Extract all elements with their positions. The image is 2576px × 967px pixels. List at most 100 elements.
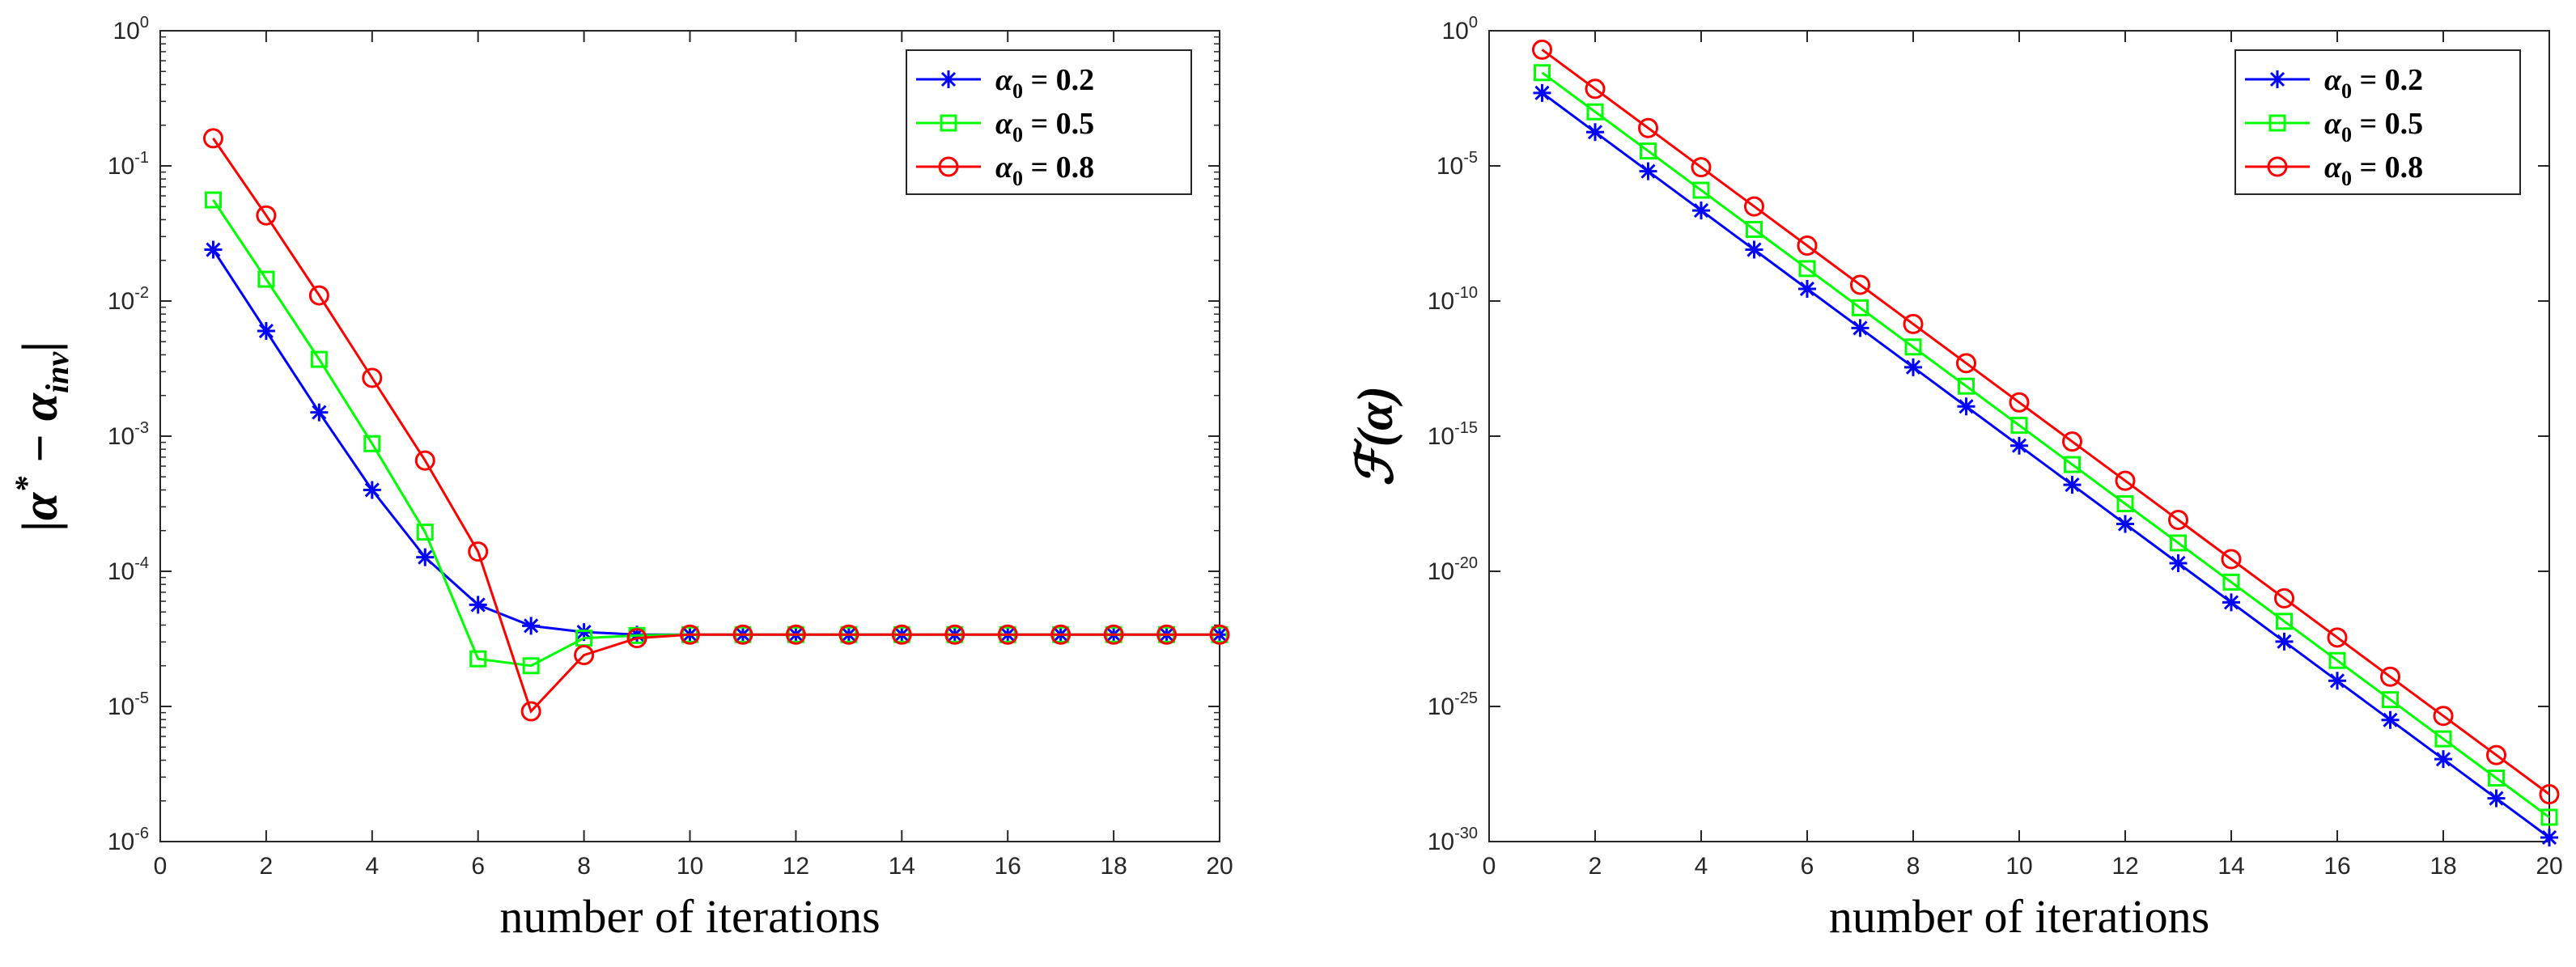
data-point-marker — [2064, 456, 2081, 473]
data-point-marker — [574, 645, 595, 666]
data-point-marker — [2010, 436, 2028, 455]
legend-label-value: = 0.2 — [2352, 63, 2423, 97]
data-point-marker — [1850, 274, 1870, 295]
data-point-marker — [202, 128, 223, 149]
legend-marker — [2268, 70, 2286, 88]
x-tick-label: 14 — [889, 853, 915, 880]
data-point-marker — [1209, 624, 1230, 645]
legend-marker — [938, 156, 959, 177]
y-axis-label: ℱ(α) — [1348, 386, 1403, 486]
legend-label-alpha: α — [995, 151, 1013, 184]
y-tick-base: 10 — [108, 288, 134, 315]
legend-label: α0 = 0.8 — [995, 151, 1094, 190]
data-point-marker — [785, 624, 806, 645]
data-point-marker — [522, 657, 540, 675]
y-tick-base: 10 — [108, 829, 134, 855]
data-point-marker — [2222, 593, 2240, 612]
legend-label: α0 = 0.2 — [995, 63, 1094, 103]
data-point-marker — [1533, 83, 1551, 102]
y-tick-label: 10-1 — [108, 149, 149, 180]
data-point-marker — [1639, 162, 1657, 180]
y-tick-base: 10 — [108, 558, 134, 585]
legend-label-alpha: α — [2324, 107, 2342, 141]
legend-label-alpha: α — [2324, 151, 2342, 184]
data-point-marker — [2488, 770, 2505, 787]
data-point-marker — [204, 191, 222, 209]
data-point-marker — [1586, 103, 1604, 121]
legend-label-value: = 0.2 — [1023, 63, 1094, 97]
data-point-marker — [1692, 181, 1710, 199]
y-label-middle: − α — [13, 392, 68, 477]
y-tick-exponent: -2 — [134, 284, 149, 302]
legend-label-subscript: 0 — [1012, 123, 1023, 146]
data-point-marker — [469, 596, 487, 614]
data-point-marker — [1904, 358, 1922, 376]
data-point-marker — [1904, 338, 1922, 356]
y-tick-base: 10 — [1428, 829, 1454, 855]
x-tick-label: 6 — [471, 853, 485, 880]
data-point-marker — [469, 650, 487, 668]
data-point-marker — [2434, 730, 2452, 748]
x-tick-label: 10 — [677, 853, 703, 880]
legend-label-subscript: 0 — [2341, 167, 2352, 190]
data-point-marker — [891, 624, 912, 645]
data-point-marker — [2009, 392, 2030, 413]
y-tick-label: 10-30 — [1428, 825, 1478, 855]
legend-label-value: = 0.5 — [1023, 107, 1094, 141]
y-tick-base: 10 — [108, 423, 134, 450]
data-point-marker — [944, 624, 965, 645]
legend-marker — [940, 114, 957, 132]
y-tick-label: 10-5 — [1437, 149, 1478, 180]
data-point-marker — [1692, 201, 1710, 220]
data-point-marker — [414, 450, 435, 471]
legend-label-subscript: 0 — [1012, 79, 1023, 103]
y-tick-base: 10 — [108, 153, 134, 180]
x-tick-label: 12 — [783, 853, 809, 880]
x-tick-label: 12 — [2111, 853, 2138, 880]
data-point-marker — [1156, 624, 1178, 645]
data-point-marker — [1958, 377, 1975, 395]
data-point-marker — [520, 701, 541, 722]
data-point-marker — [204, 240, 223, 259]
x-tick-label: 4 — [365, 853, 379, 880]
data-point-marker — [256, 205, 277, 226]
x-tick-label: 20 — [1206, 853, 1233, 880]
y-tick-exponent: -30 — [1454, 825, 1478, 842]
x-tick-label: 16 — [995, 853, 1021, 880]
x-tick-label: 0 — [1483, 853, 1496, 880]
legend-label-alpha: α — [995, 63, 1013, 97]
legend-label: α0 = 0.5 — [2324, 107, 2423, 146]
x-tick-label: 18 — [1100, 853, 1127, 880]
data-point-marker — [2063, 476, 2082, 494]
data-point-marker — [1798, 260, 1816, 278]
data-point-marker — [2382, 691, 2399, 709]
y-label-main: |α — [13, 491, 68, 532]
data-point-marker — [1797, 235, 1818, 257]
data-point-marker — [2222, 573, 2240, 591]
left-panel: 0 2 4 6 8 10 12 14 16 18 2010010-110-210-310-410-5… — [8, 14, 1233, 943]
data-point-marker — [1585, 78, 1606, 100]
right-panel: 0 2 4 6 8 10 12 14 16 18 2010010-510-1010-1510-201… — [1348, 14, 2563, 943]
data-point-marker — [1103, 624, 1124, 645]
series-line — [1541, 91, 2550, 839]
data-point-marker — [732, 624, 753, 645]
data-point-marker — [2487, 789, 2506, 808]
data-point-marker — [2328, 672, 2346, 690]
x-tick-label: 2 — [1589, 853, 1602, 880]
y-tick-exponent: 0 — [1469, 14, 1478, 32]
x-tick-label: 10 — [2005, 853, 2032, 880]
data-point-marker — [2328, 651, 2346, 669]
data-point-marker — [2115, 470, 2136, 491]
legend-label-subscript: 0 — [2341, 123, 2352, 146]
y-tick-base: 10 — [113, 18, 140, 45]
y-tick-exponent: -5 — [1463, 149, 1478, 167]
y-tick-exponent: -25 — [1454, 689, 1478, 707]
data-point-marker — [257, 322, 275, 341]
y-tick-exponent: 0 — [140, 14, 149, 32]
data-point-marker — [1638, 117, 1658, 138]
data-point-marker — [2327, 627, 2348, 648]
data-point-marker — [1691, 157, 1712, 178]
data-point-marker — [626, 628, 647, 649]
data-point-marker — [1852, 299, 1869, 316]
y-tick-label: 10-4 — [108, 554, 149, 585]
